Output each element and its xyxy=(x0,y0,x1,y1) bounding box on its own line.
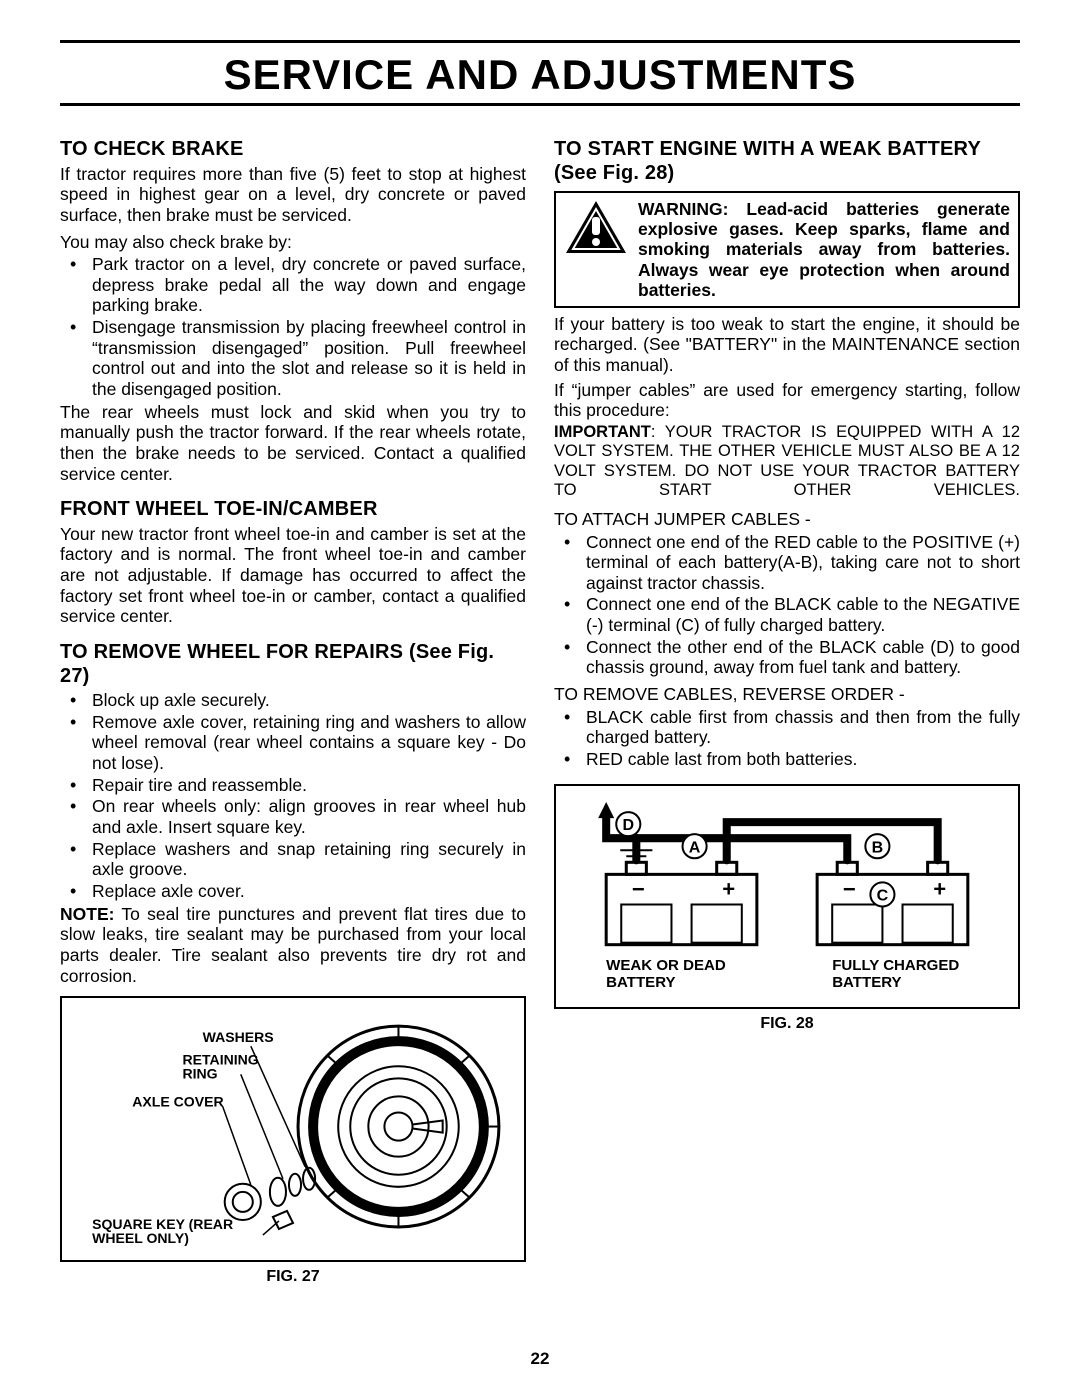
bullets-remove-wheel: Block up axle securely. Remove axle cove… xyxy=(60,690,526,901)
list-item: Park tractor on a level, dry concrete or… xyxy=(60,254,526,316)
para-important: IMPORTANT: YOUR TRACTOR IS EQUIPPED WITH… xyxy=(554,423,1020,501)
svg-text:−: − xyxy=(632,876,645,901)
warning-box: WARNING: Lead-acid batteries generate ex… xyxy=(554,191,1020,308)
heading-weak-battery: TO START ENGINE WITH A WEAK BATTERY (See… xyxy=(554,138,1020,185)
label-weak-1: WEAK OR DEAD xyxy=(606,956,726,973)
heading-check-brake: TO CHECK BRAKE xyxy=(60,138,526,162)
warning-triangle-icon xyxy=(564,199,628,300)
callout-d: D xyxy=(622,816,634,834)
bullets-attach: Connect one end of the RED cable to the … xyxy=(554,532,1020,678)
note-lead: NOTE: xyxy=(60,904,114,924)
figure-28: − + − + xyxy=(554,784,1020,1010)
subheading-remove: TO REMOVE CABLES, REVERSE ORDER - xyxy=(554,684,1020,705)
para: If “jumper cables” are used for emergenc… xyxy=(554,380,1020,421)
heading-toe-in: FRONT WHEEL TOE-IN/CAMBER xyxy=(60,498,526,522)
para-note: NOTE: To seal tire punctures and prevent… xyxy=(60,904,526,987)
fig27-svg: WASHERS RETAINING RING AXLE COVER SQUARE… xyxy=(72,1006,514,1247)
list-item: Disengage transmission by placing freewh… xyxy=(60,317,526,400)
list-item: Block up axle securely. xyxy=(60,690,526,711)
label-washers: WASHERS xyxy=(203,1029,274,1045)
label-axle-cover: AXLE COVER xyxy=(132,1094,223,1110)
top-rule xyxy=(60,40,1020,43)
callout-c: C xyxy=(877,886,889,904)
list-item: BLACK cable first from chassis and then … xyxy=(554,707,1020,748)
page-title: SERVICE AND ADJUSTMENTS xyxy=(60,45,1020,103)
list-item: On rear wheels only: align grooves in re… xyxy=(60,796,526,837)
list-item: Replace washers and snap retaining ring … xyxy=(60,839,526,880)
svg-text:+: + xyxy=(722,876,735,901)
para: You may also check brake by: xyxy=(60,232,526,253)
list-item: Connect one end of the BLACK cable to th… xyxy=(554,594,1020,635)
svg-text:−: − xyxy=(843,876,856,901)
important-lead: IMPORTANT xyxy=(554,423,651,441)
fig27-caption: FIG. 27 xyxy=(60,1268,526,1287)
fig28-caption: FIG. 28 xyxy=(554,1015,1020,1034)
title-underline xyxy=(60,103,1020,106)
bullets-remove: BLACK cable first from chassis and then … xyxy=(554,707,1020,770)
para: If your battery is too weak to start the… xyxy=(554,314,1020,376)
para: Your new tractor front wheel toe-in and … xyxy=(60,524,526,627)
list-item: Repair tire and reassemble. xyxy=(60,775,526,796)
page-number: 22 xyxy=(0,1349,1080,1369)
callout-a: A xyxy=(689,838,701,856)
note-text: To seal tire punctures and prevent flat … xyxy=(60,904,526,986)
figure-27: WASHERS RETAINING RING AXLE COVER SQUARE… xyxy=(60,996,526,1262)
label-full-2: BATTERY xyxy=(832,973,901,990)
content-columns: TO CHECK BRAKE If tractor requires more … xyxy=(60,128,1020,1287)
right-column: TO START ENGINE WITH A WEAK BATTERY (See… xyxy=(554,128,1020,1287)
list-item: Replace axle cover. xyxy=(60,881,526,902)
fig28-svg: − + − + xyxy=(566,794,1008,995)
warning-text: WARNING: Lead-acid batteries generate ex… xyxy=(638,199,1010,300)
label-full-1: FULLY CHARGED xyxy=(832,956,959,973)
list-item: Remove axle cover, retaining ring and wa… xyxy=(60,712,526,774)
list-item: Connect one end of the RED cable to the … xyxy=(554,532,1020,594)
para: If tractor requires more than five (5) f… xyxy=(60,164,526,226)
warning-lead: WARNING xyxy=(638,199,723,219)
svg-text:+: + xyxy=(933,876,946,901)
label-weak-2: BATTERY xyxy=(606,973,675,990)
para: The rear wheels must lock and skid when … xyxy=(60,402,526,485)
callout-b: B xyxy=(872,838,884,856)
label-square-key-2: WHEEL ONLY) xyxy=(92,1230,189,1246)
subheading-attach: TO ATTACH JUMPER CABLES - xyxy=(554,509,1020,530)
heading-remove-wheel: TO REMOVE WHEEL FOR REPAIRS (See Fig. 27… xyxy=(60,641,526,688)
label-ring: RING xyxy=(183,1065,218,1081)
list-item: RED cable last from both batteries. xyxy=(554,749,1020,770)
left-column: TO CHECK BRAKE If tractor requires more … xyxy=(60,128,526,1287)
bullets-check-brake: Park tractor on a level, dry concrete or… xyxy=(60,254,526,399)
list-item: Connect the other end of the BLACK cable… xyxy=(554,637,1020,678)
